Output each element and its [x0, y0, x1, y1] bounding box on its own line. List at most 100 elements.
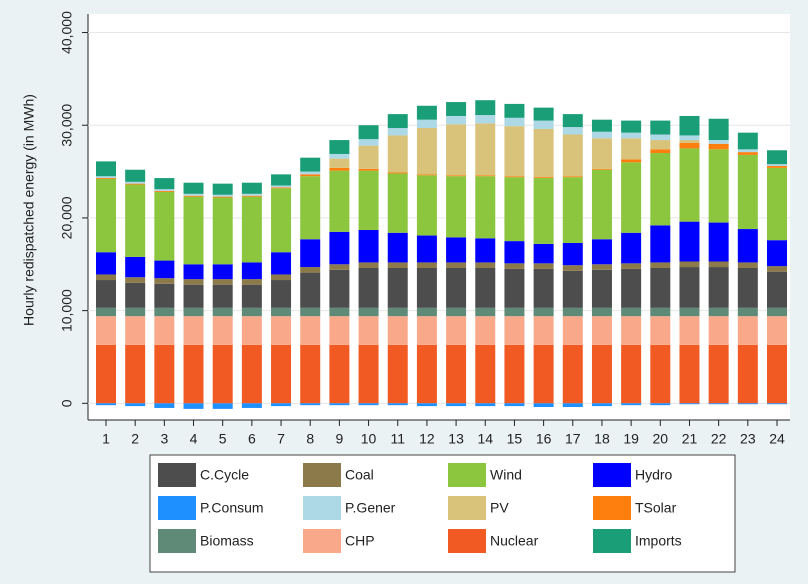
bar-segment [737, 154, 758, 230]
legend-label: C.Cycle [200, 467, 249, 483]
bar-segment [475, 344, 496, 404]
bar-segment [416, 128, 437, 175]
x-tick-label: 13 [448, 431, 464, 447]
bar-segment [183, 264, 204, 280]
bar-segment [767, 240, 787, 267]
bar-segment [708, 307, 729, 317]
bar-segment [125, 256, 146, 278]
bar-segment [679, 135, 700, 141]
bar-segment [562, 127, 583, 135]
bar-segment [125, 403, 146, 407]
x-tick-label: 18 [594, 431, 610, 447]
bar-segment [475, 316, 496, 345]
bar-segment [212, 196, 233, 198]
bar-segment [737, 307, 758, 317]
bar-segment [125, 344, 146, 404]
y-tick-label: 10,000 [59, 289, 75, 332]
bar-segment [708, 118, 729, 141]
bar-segment [358, 344, 379, 404]
bar-segment [708, 344, 729, 404]
bar-segment [271, 174, 292, 186]
bar-segment [241, 196, 262, 263]
bar-segment [533, 243, 554, 264]
bar-segment [212, 307, 233, 317]
bar-segment [562, 134, 583, 177]
bar-segment [767, 150, 787, 165]
bar-segment [621, 232, 642, 264]
bar-segment [767, 316, 787, 345]
bar-segment [387, 267, 408, 308]
bar-segment [446, 403, 467, 407]
bar-segment [183, 403, 204, 409]
bar-segment [475, 307, 496, 317]
bar-segment [241, 182, 262, 194]
bar-segment [329, 269, 350, 308]
bar-segment [96, 176, 116, 179]
x-tick-label: 7 [277, 431, 285, 447]
bar-segment [358, 125, 379, 140]
bar-segment [767, 166, 787, 168]
bar-segment [300, 157, 321, 172]
bar-segment [504, 263, 525, 269]
legend-swatch [158, 496, 196, 520]
bar-segment [183, 182, 204, 194]
bar-segment [96, 178, 116, 179]
bar-segment [504, 103, 525, 118]
bar-segment [621, 159, 642, 163]
bar-segment [212, 183, 233, 195]
bar-segment [358, 139, 379, 146]
bar-segment [416, 174, 437, 176]
bar-segment [241, 262, 262, 280]
bar-segment [533, 263, 554, 269]
bar-segment [183, 196, 204, 265]
bar-segment [329, 344, 350, 404]
bar-segment [591, 131, 612, 139]
bar-segment [650, 120, 671, 135]
bar-segment [621, 132, 642, 139]
bar-segment [300, 403, 321, 406]
bar-segment [533, 316, 554, 345]
bar-segment [271, 344, 292, 404]
x-tick-label: 6 [248, 431, 256, 447]
bar-segment [650, 307, 671, 317]
bar-segment [708, 261, 729, 268]
bar-segment [679, 261, 700, 268]
bar-segment [591, 169, 612, 240]
x-tick-label: 8 [306, 431, 314, 447]
bar-segment [183, 279, 204, 285]
bar-segment [358, 145, 379, 169]
y-tick-label: 40,000 [59, 11, 75, 54]
bar-segment [358, 307, 379, 317]
bar-segment [183, 193, 204, 196]
bar-segment [591, 168, 612, 170]
bar-segment [562, 403, 583, 408]
bar-segment [504, 176, 525, 178]
bar-segment [533, 307, 554, 317]
bar-segment [621, 403, 642, 406]
legend-swatch [303, 529, 341, 553]
legend-label: Hydro [635, 467, 673, 483]
bar-segment [329, 170, 350, 232]
bar-segment [329, 158, 350, 168]
x-tick-label: 17 [565, 431, 581, 447]
bar-segment [708, 222, 729, 262]
bar-segment [96, 307, 116, 317]
x-tick-label: 10 [361, 431, 377, 447]
bar-segment [241, 344, 262, 404]
bar-segment [329, 140, 350, 154]
bar-segment [533, 128, 554, 178]
bar-segment [475, 123, 496, 176]
legend-label: P.Gener [345, 500, 396, 516]
bar-segment [300, 176, 321, 240]
x-tick-label: 21 [682, 431, 698, 447]
bar-segment [504, 177, 525, 242]
bar-segment [271, 252, 292, 275]
bar-segment [767, 164, 787, 167]
bar-segment [737, 229, 758, 263]
bar-segment [212, 344, 233, 404]
bar-segment [154, 344, 175, 404]
bar-segment [241, 279, 262, 285]
bar-segment [621, 120, 642, 133]
